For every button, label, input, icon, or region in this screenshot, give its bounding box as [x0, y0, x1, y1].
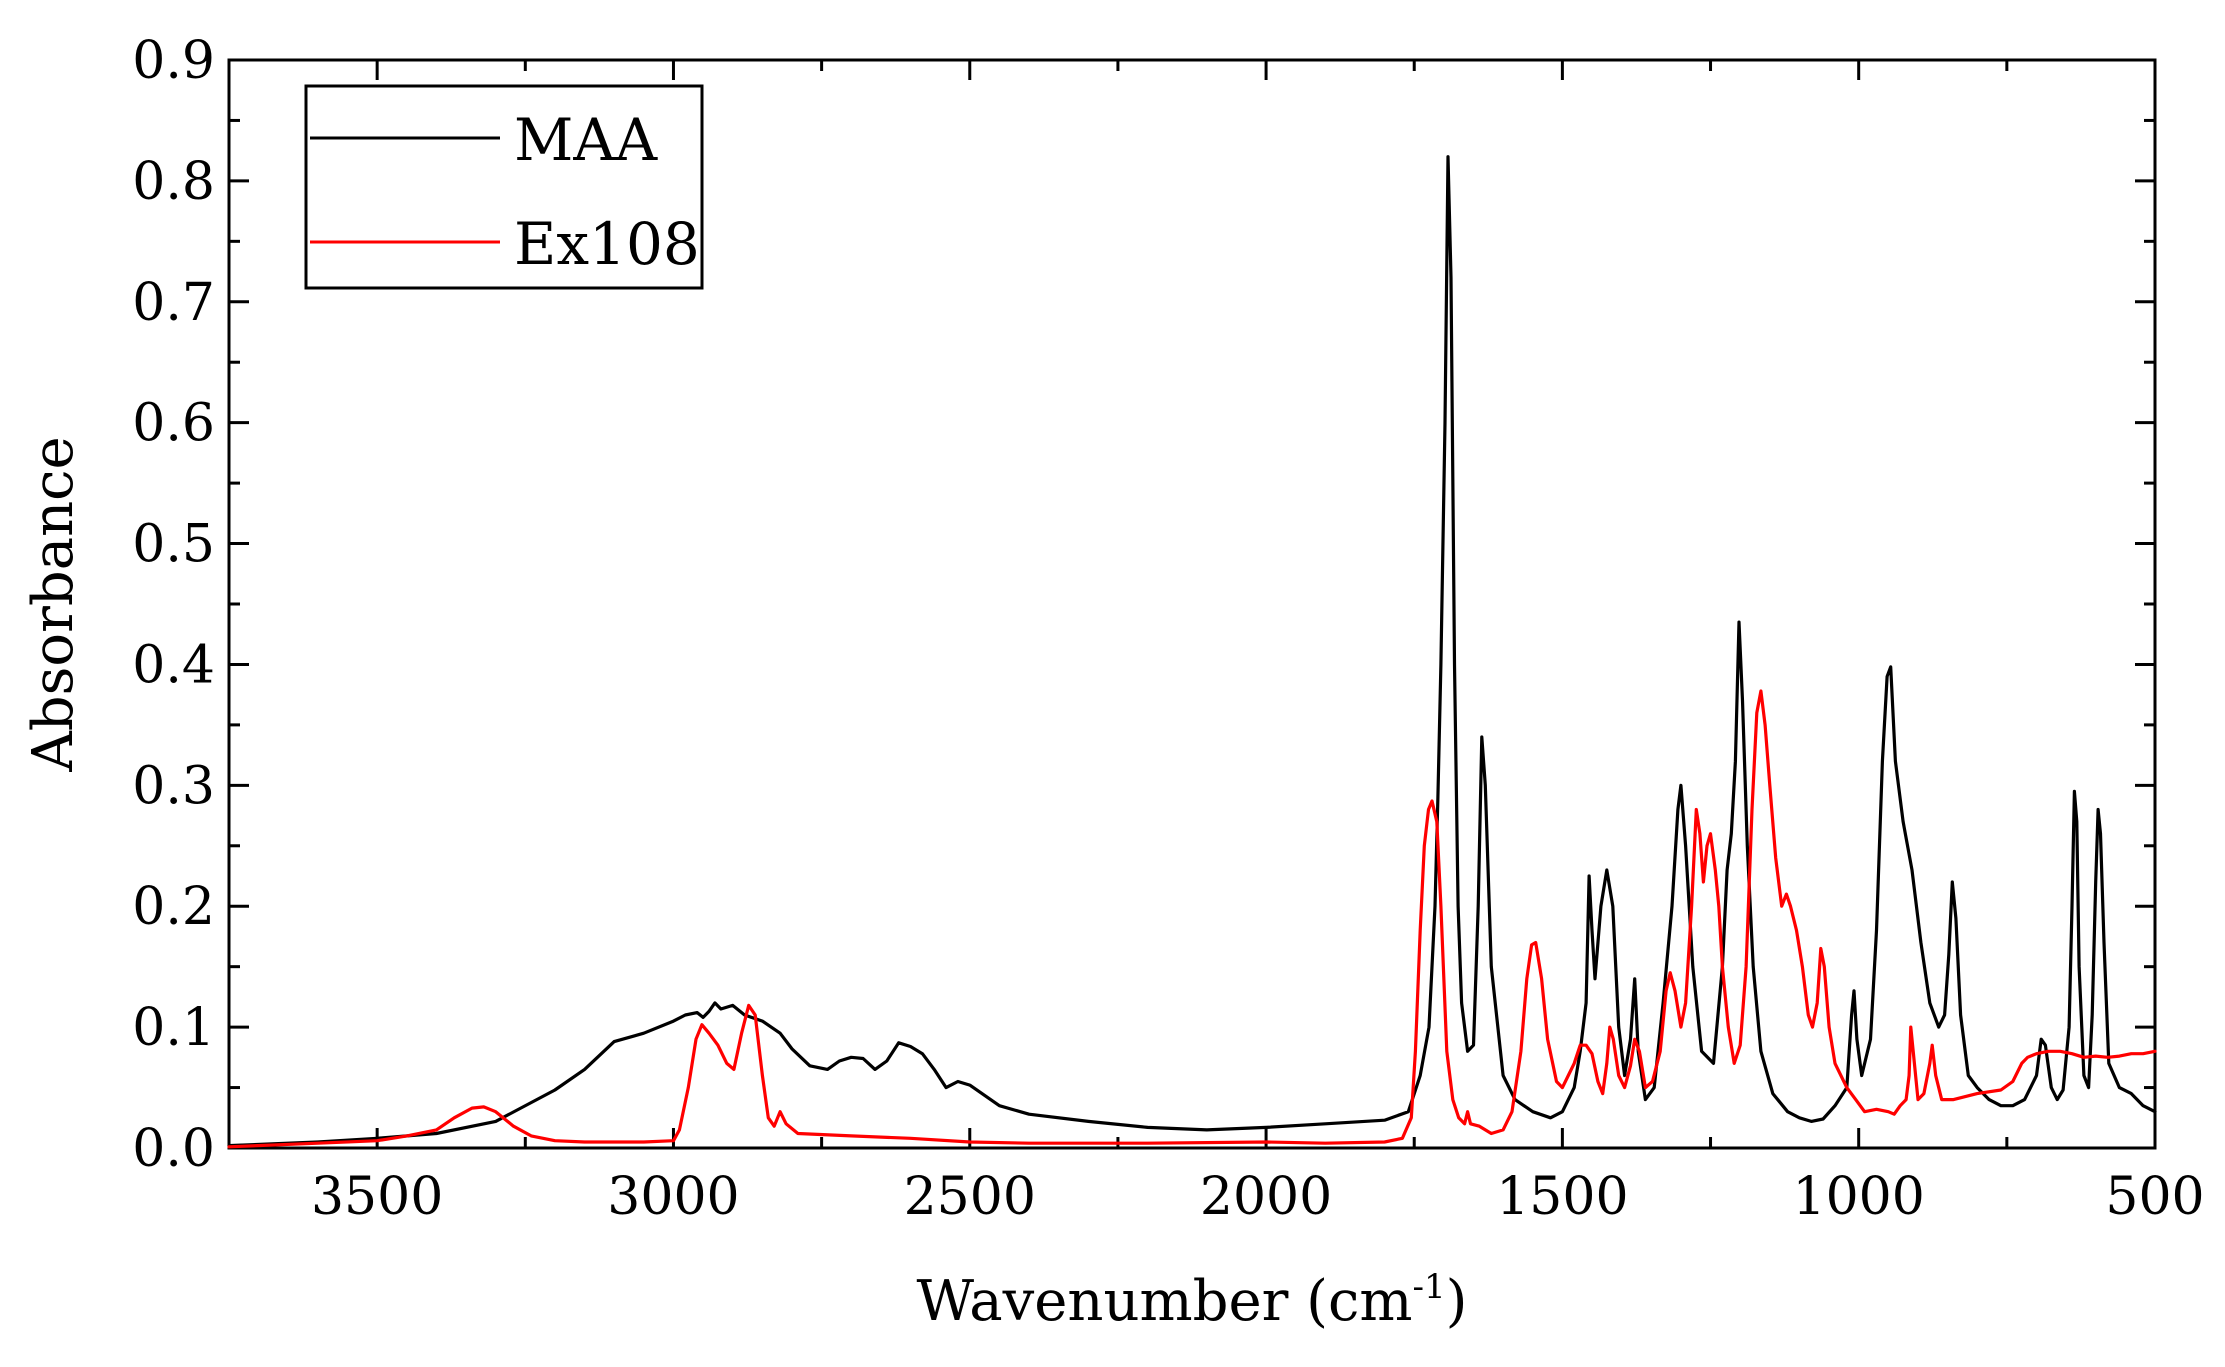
x-tick-label: 3500 — [311, 1167, 443, 1227]
legend-box — [304, 84, 704, 290]
series-layer — [227, 155, 2157, 1149]
legend: MAA Ex108 — [304, 84, 704, 290]
y-tick-label: 0.5 — [132, 515, 215, 575]
x-tick-label: 500 — [2105, 1167, 2204, 1227]
x-axis: 3500 3000 2500 2000 1500 1000 500 — [227, 60, 2205, 1227]
y-tick-label: 0.0 — [132, 1119, 215, 1179]
legend-label-maa: MAA — [514, 106, 658, 174]
x-axis-title-suffix: ) — [1446, 1269, 1468, 1334]
y-tick-label: 0.9 — [132, 31, 215, 91]
y-tick-label: 0.3 — [132, 756, 215, 816]
x-tick-label: 2000 — [1200, 1167, 1332, 1227]
x-tick-label: 1500 — [1496, 1167, 1628, 1227]
series-line-ex108 — [227, 689, 2157, 1149]
y-tick-label: 0.4 — [132, 635, 215, 695]
y-tick-label: 0.8 — [132, 152, 215, 212]
y-tick-label: 0.7 — [132, 273, 215, 333]
x-tick-label: 1000 — [1793, 1167, 1925, 1227]
x-axis-title: Wavenumber (cm-1) — [917, 1267, 1468, 1334]
x-axis-title-main: Wavenumber (cm — [917, 1269, 1413, 1334]
legend-label-ex108: Ex108 — [514, 210, 700, 278]
y-tick-label: 0.6 — [132, 394, 215, 454]
y-axis-title: Absorbance — [21, 436, 86, 772]
y-tick-label: 0.2 — [132, 877, 215, 937]
y-tick-label: 0.1 — [132, 998, 215, 1058]
series-line-maa — [227, 155, 2157, 1148]
x-tick-label: 2500 — [904, 1167, 1036, 1227]
x-axis-title-superscript: -1 — [1412, 1267, 1445, 1307]
x-tick-label: 3000 — [607, 1167, 739, 1227]
y-axis: 0.0 0.1 0.2 0.3 0.4 0.5 0.6 0.7 0.8 0.9 — [132, 31, 2155, 1179]
